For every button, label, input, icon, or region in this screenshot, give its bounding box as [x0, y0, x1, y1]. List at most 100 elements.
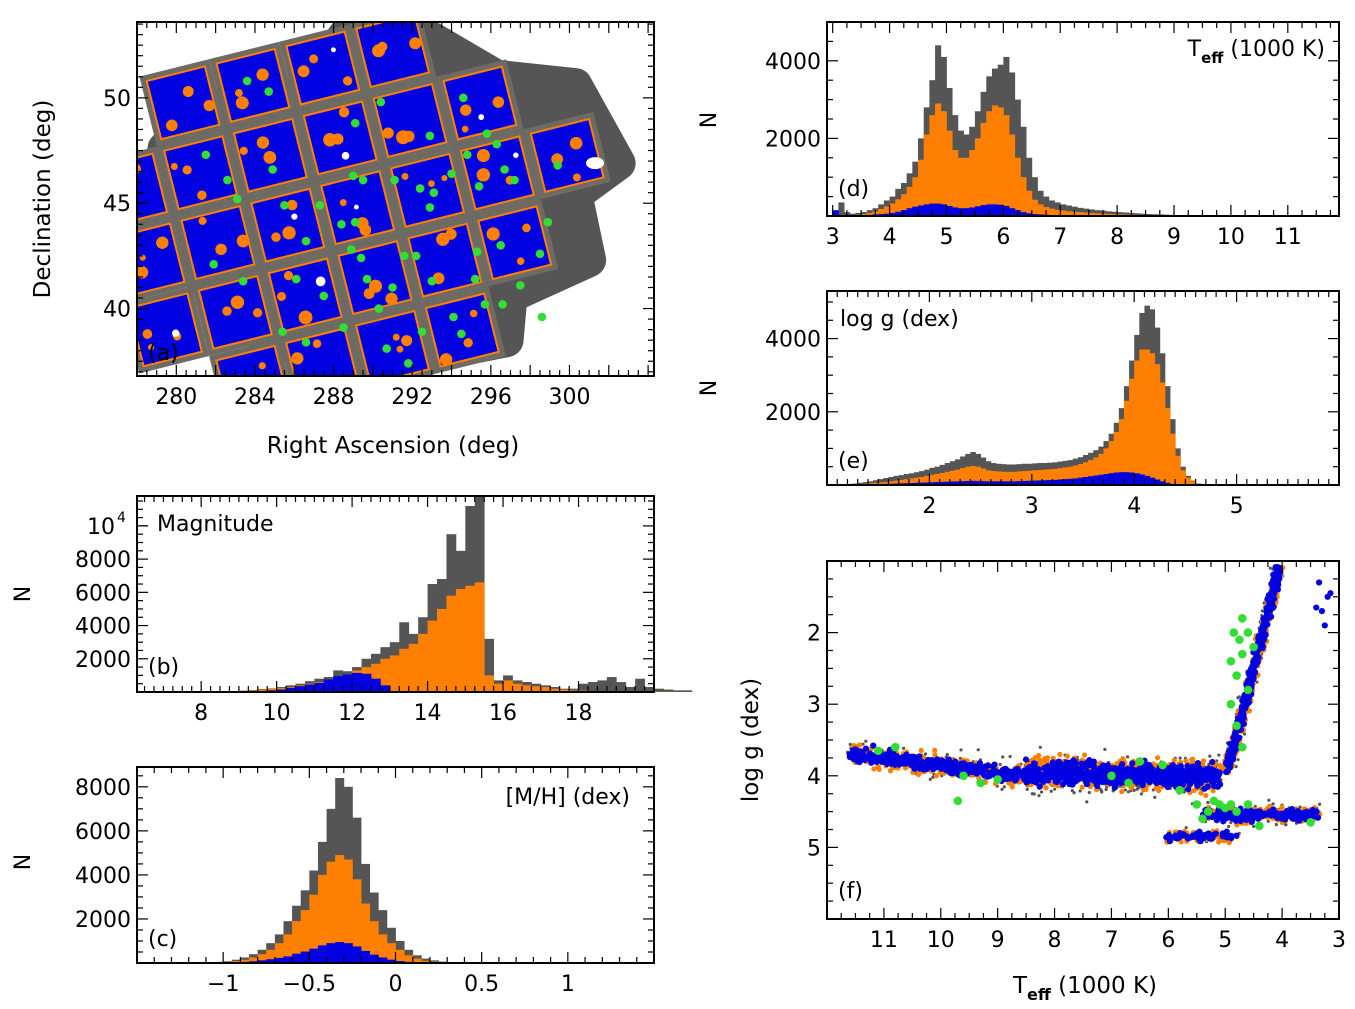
- panel-b-bar-series-1: [644, 687, 655, 692]
- panel-f-point-blue: [1274, 563, 1281, 571]
- panel-f-point-all: [931, 775, 935, 779]
- panel-e-bar-series-3: [1108, 473, 1115, 485]
- panel-d-bar-series-2: [883, 206, 890, 216]
- panel-e-bar-series-2: [888, 481, 894, 485]
- panel-f-point-orange: [1217, 762, 1223, 769]
- panel-c-y-tick-label: 4000: [75, 864, 131, 889]
- panel-a-green-point: [374, 304, 384, 313]
- panel-e-bar-series-2: [1159, 382, 1166, 485]
- panel-b-bar-series-3: [342, 674, 353, 692]
- panel-e-bar-series-3: [980, 481, 987, 485]
- panel-c-bar-series-2: [326, 861, 336, 963]
- panel-f-point-blue: [1111, 784, 1118, 791]
- panel-c-bar-series-3: [361, 950, 371, 963]
- panel-a-x-tick-label: 288: [313, 385, 355, 410]
- panel-f-point-all: [1255, 680, 1259, 684]
- panel-e-bar-series-3: [1098, 474, 1104, 485]
- panel-a-green-point: [543, 217, 553, 227]
- panel-b-bar-series-3: [380, 685, 391, 692]
- panel-f-point-all: [1268, 566, 1272, 570]
- panel-e-bar-series-3: [919, 482, 925, 485]
- panel-a-frame: [136, 21, 655, 377]
- panel-a-green-point: [390, 175, 399, 185]
- panel-d-bar-series-3: [969, 207, 976, 216]
- panel-f-point-all: [1126, 755, 1130, 759]
- panel-a-green-point: [492, 139, 502, 149]
- panel-d-bar-series-2: [952, 150, 959, 216]
- panel-b-bar-series-1: [682, 690, 693, 692]
- panel-f-point-blue: [984, 773, 991, 780]
- panel-b-bar-series-2: [465, 585, 476, 692]
- panel-a-orange-patch: [291, 352, 304, 365]
- panel-d-bar-series-3: [963, 208, 970, 216]
- panel-e-x-tick-label: 3: [1025, 494, 1039, 519]
- panel-a-green-point: [411, 251, 421, 261]
- panel-e-bar-series-2: [919, 476, 925, 485]
- panel-d-bar-series-2: [963, 157, 970, 216]
- panel-f-point-blue: [847, 750, 854, 757]
- panel-a-orange-patch: [486, 227, 500, 241]
- panel-b-bar-series-2: [257, 689, 268, 692]
- panel-f-point-blue: [1260, 615, 1267, 623]
- panel-d-y-tick-label: 2000: [765, 127, 821, 152]
- panel-a-orange-patch: [439, 353, 453, 366]
- panel-c-bar-series-2: [369, 921, 379, 963]
- panel-e-bar-series-3: [1103, 474, 1109, 485]
- panel-c-x-tick-label: 0: [389, 972, 403, 997]
- panel-e-bar-series-2: [1042, 469, 1048, 485]
- panel-e-bar-series-2: [1067, 466, 1074, 485]
- panel-e-bar-series-1: [893, 475, 900, 485]
- panel-f-point-blue: [856, 758, 863, 766]
- panel-b-bar-series-3: [361, 673, 372, 692]
- panel-a-green-point: [350, 118, 360, 128]
- panel-c-y-tick-label: 8000: [75, 776, 131, 801]
- panel-a-green-point: [319, 291, 329, 301]
- panel-f-point-blue: [1260, 623, 1268, 630]
- panel-d-bar-series-3: [1026, 213, 1033, 216]
- panel-f-point-blue: [1212, 830, 1219, 837]
- panel-e-bar-series-2: [1103, 448, 1109, 485]
- panel-d-x-tick-label: 5: [939, 225, 953, 250]
- panel-d-bar-series-3: [946, 205, 953, 216]
- panel-f-point-orange: [1216, 839, 1222, 845]
- panel-a-orange-patch: [372, 44, 386, 58]
- panel-f-point-all: [1266, 819, 1270, 823]
- panel-e-bar-series-3: [1113, 472, 1120, 485]
- panel-f-point-all: [1298, 805, 1302, 809]
- panel-e-y-tick-label: 2000: [765, 401, 821, 426]
- panel-e-bar-series-3: [1031, 480, 1038, 485]
- panel-a-green-point: [537, 312, 547, 322]
- panel-f-point-all: [1025, 787, 1029, 791]
- panel-c-title: [M/H] (dex): [506, 785, 630, 810]
- panel-e-bar-series-3: [1011, 481, 1017, 485]
- panel-c-bar-series-2: [292, 921, 302, 963]
- panel-f-point-all: [1184, 825, 1188, 830]
- panel-d-bar-series-3: [912, 206, 919, 216]
- panel-d-bar-series-2: [923, 134, 930, 216]
- panel-d-bar-series-3: [889, 212, 896, 216]
- panel-e-bar-series-2: [1057, 468, 1063, 485]
- panel-a-orange-patch: [263, 150, 277, 164]
- panel-a-orange-patch: [401, 172, 409, 180]
- panel-e-bar-series-2: [1047, 469, 1053, 485]
- panel-f-point-all: [1000, 787, 1004, 791]
- panel-e-bar-series-2: [934, 474, 941, 485]
- panel-d-plot-area: [832, 45, 1237, 217]
- panel-d-bar-series-2: [1031, 199, 1038, 216]
- panel-f-point-blue: [870, 742, 877, 749]
- panel-f-point-orange: [1153, 785, 1159, 791]
- panel-e-bar-series-2: [878, 482, 884, 485]
- panel-c-bar-series-2: [412, 958, 422, 963]
- panel-a-green-point: [232, 194, 242, 204]
- panel-f-point-blue: [1196, 828, 1203, 835]
- panel-e-bar-series-3: [1001, 481, 1007, 485]
- panel-e-bar-series-3: [1088, 476, 1094, 485]
- panel-d-y-tick-label: 4000: [765, 50, 821, 75]
- panel-d-bar-series-2: [889, 203, 896, 216]
- panel-a-orange-patch: [235, 89, 243, 97]
- panel-a-gap-hole: [171, 329, 180, 338]
- panel-a-tile-blue: [287, 329, 358, 376]
- panel-f-point-blue: [1089, 760, 1096, 767]
- panel-f-point-all: [1274, 822, 1278, 827]
- panel-a-green-point: [356, 253, 366, 263]
